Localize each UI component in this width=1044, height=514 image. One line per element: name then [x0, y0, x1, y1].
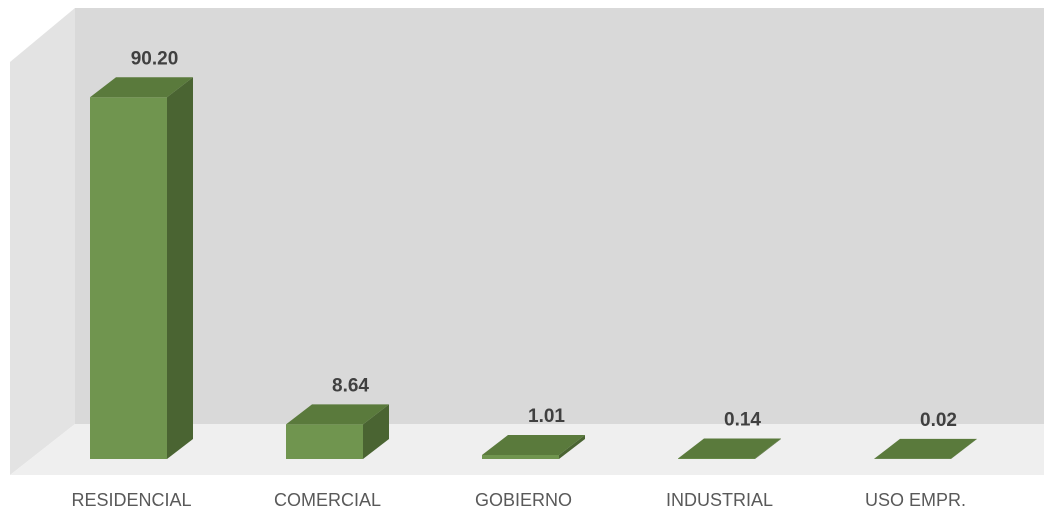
bar-front-face [678, 458, 755, 459]
bar-top-face [90, 77, 193, 98]
data-label: 8.64 [332, 375, 369, 396]
value-labels-group: 90.20 8.64 1.01 0.14 0.02 [131, 48, 957, 431]
data-label: 0.02 [920, 410, 957, 431]
bar-side-face [559, 434, 585, 459]
bars-group [90, 77, 977, 459]
bar [874, 438, 977, 459]
x-tick-label: COMERCIAL [274, 490, 381, 510]
bar-side-face [755, 438, 781, 459]
bar-top-face [286, 404, 389, 425]
bar-top-face [874, 438, 977, 459]
x-tick-label: GOBIERNO [475, 490, 572, 510]
bar [90, 77, 193, 459]
category-labels-group: RESIDENCIAL COMERCIAL GOBIERNO INDUSTRIAL US… [71, 490, 966, 510]
bar-front-face [482, 454, 559, 459]
data-label: 90.20 [131, 48, 179, 69]
x-tick-label: USO EMPR. [865, 490, 966, 510]
data-label: 1.01 [528, 406, 565, 427]
side-wall [10, 8, 75, 475]
bar [286, 404, 389, 459]
bar-front-face [286, 424, 363, 459]
bar [482, 434, 585, 459]
bar-top-face [482, 434, 585, 455]
data-label: 0.14 [724, 409, 761, 430]
bar-side-face [167, 77, 193, 459]
bar-side-face [951, 438, 977, 459]
bar-front-face [90, 97, 167, 459]
bar [678, 438, 781, 459]
bar-top-face [678, 438, 781, 459]
bar-side-face [363, 404, 389, 459]
chart-walls [10, 8, 1044, 475]
back-wall [75, 8, 1044, 424]
x-tick-label: INDUSTRIAL [666, 490, 773, 510]
x-tick-label: RESIDENCIAL [71, 490, 191, 510]
